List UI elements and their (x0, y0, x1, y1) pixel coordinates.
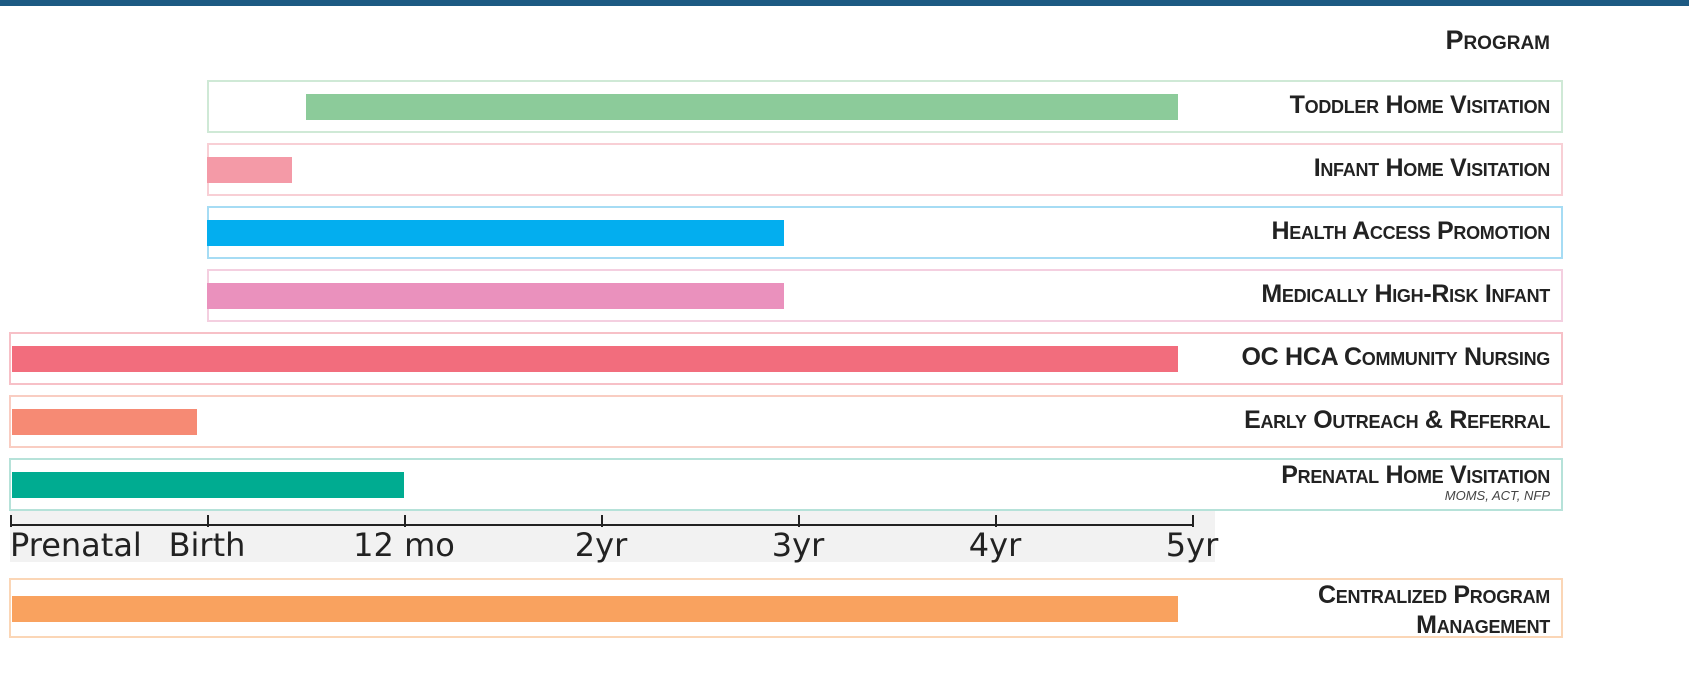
program-label-centralized-program-management: Centralized Program Management (1318, 581, 1550, 639)
program-label-infant-home-visitation: Infant Home Visitation (1313, 154, 1551, 182)
x-tick-3yr (798, 515, 800, 527)
program-label-early-outreach-and-referral: Early Outreach & Referral (1244, 406, 1550, 434)
x-tick-label-3yr: 3yr (771, 526, 825, 564)
program-label-medically-high-risk-infant: Medically High-Risk Infant (1261, 280, 1550, 308)
row-frame-early-outreach-and-referral (9, 395, 1563, 448)
row-frame-infant-home-visitation (207, 143, 1563, 196)
bar-oc-hca-community-nursing (12, 346, 1178, 372)
x-tick-12-mo (404, 515, 406, 527)
x-tick-2yr (601, 515, 603, 527)
x-tick-label-prenatal: Prenatal (10, 526, 142, 564)
x-tick-label-4yr: 4yr (968, 526, 1022, 564)
x-tick-label-5yr: 5yr (1165, 526, 1219, 564)
bar-health-access-promotion (207, 220, 784, 246)
program-sublabel-prenatal-home-visitation: MOMS, ACT, NFP (1444, 488, 1550, 503)
bar-medically-high-risk-infant (207, 283, 784, 309)
program-label-health-access-promotion: Health Access Promotion (1271, 217, 1550, 245)
bar-centralized-program-management (12, 596, 1178, 622)
x-tick-label-2yr: 2yr (574, 526, 628, 564)
program-label-oc-hca-community-nursing: OC HCA Community Nursing (1241, 343, 1551, 371)
program-column-header: Program (1445, 25, 1550, 55)
x-tick-4yr (995, 515, 997, 527)
x-tick-5yr (1192, 515, 1194, 527)
x-tick-birth (207, 515, 209, 527)
top-rule (0, 0, 1689, 6)
program-label-prenatal-home-visitation: Prenatal Home Visitation (1281, 461, 1550, 489)
row-frame-medically-high-risk-infant (207, 269, 1563, 322)
bar-prenatal-home-visitation (12, 472, 404, 498)
program-label-toddler-home-visitation: Toddler Home Visitation (1289, 91, 1551, 119)
bar-infant-home-visitation (207, 157, 292, 183)
x-tick-label-12-mo: 12 mo (353, 526, 455, 564)
bar-toddler-home-visitation (305, 94, 1178, 120)
x-tick-label-birth: Birth (168, 526, 246, 564)
x-tick-prenatal (10, 515, 12, 527)
bar-early-outreach-and-referral (12, 409, 197, 435)
